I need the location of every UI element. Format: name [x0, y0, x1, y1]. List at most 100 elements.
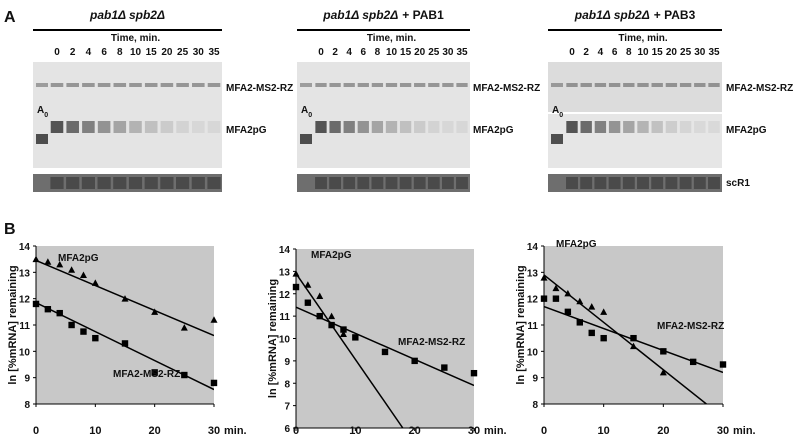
time-point: 4 — [598, 47, 604, 58]
band — [623, 83, 635, 87]
band — [176, 177, 190, 189]
x-tick-label: 20 — [149, 425, 161, 437]
band — [594, 83, 607, 87]
time-point: 10 — [386, 47, 398, 58]
point — [80, 328, 87, 335]
y-tick-label: 9 — [284, 357, 290, 368]
strain: pab1Δ spb2Δ — [574, 8, 650, 22]
point — [68, 266, 76, 273]
point — [316, 312, 323, 320]
plot-area — [544, 246, 723, 404]
band — [441, 177, 454, 189]
y-tick-label: 12 — [279, 290, 291, 301]
x-tick-label: 20 — [657, 425, 669, 437]
band — [192, 83, 205, 87]
y-axis-label: ln [%mRNA] remaining — [515, 265, 527, 384]
point — [470, 369, 478, 377]
point — [56, 260, 64, 268]
point — [92, 334, 99, 342]
point — [339, 330, 347, 338]
x-tick-label: 10 — [598, 425, 610, 437]
plot-area — [296, 249, 474, 428]
band — [665, 121, 678, 133]
x-axis-label: min. — [733, 425, 756, 437]
point — [552, 284, 560, 292]
band — [113, 177, 127, 189]
band — [651, 121, 663, 133]
point — [180, 324, 188, 331]
band — [315, 177, 327, 189]
y-tick-label: 13 — [19, 268, 31, 279]
band — [50, 121, 64, 133]
time-point: 35 — [708, 47, 720, 58]
y-tick-label: 10 — [19, 347, 31, 358]
strain: pab1Δ spb2Δ — [89, 8, 165, 22]
series-label: MFA2-MS2-RZ — [398, 337, 465, 348]
point — [32, 300, 40, 308]
y-tick-label: 14 — [19, 242, 31, 253]
point — [79, 271, 87, 278]
band — [665, 177, 678, 189]
trend-line — [296, 273, 404, 428]
time-point: 2 — [70, 47, 76, 58]
point — [121, 295, 129, 302]
band — [113, 83, 127, 87]
point — [381, 348, 389, 356]
band — [385, 121, 398, 133]
point — [588, 329, 595, 337]
band — [414, 83, 426, 87]
band-label: scR1 — [726, 178, 750, 189]
band — [315, 121, 327, 133]
y-tick-label: 8 — [284, 379, 290, 390]
x-tick-label: 0 — [293, 425, 299, 437]
point — [411, 357, 418, 365]
band — [371, 83, 384, 87]
x-tick-label: 10 — [349, 425, 361, 437]
band — [357, 177, 370, 189]
band — [428, 83, 440, 87]
time-point: 30 — [193, 47, 205, 58]
band — [608, 83, 621, 87]
series-label: MFA2-MS2-RZ — [657, 321, 724, 332]
band — [399, 177, 412, 189]
point — [576, 319, 583, 326]
band — [160, 121, 174, 133]
time-point: 6 — [101, 47, 107, 58]
band — [50, 177, 64, 189]
y-tick-label: 13 — [279, 267, 291, 278]
point — [304, 281, 312, 288]
x-tick-label: 30 — [208, 425, 220, 437]
y-tick-label: 11 — [279, 312, 290, 323]
strain: pab1Δ spb2Δ — [322, 8, 398, 22]
band — [551, 83, 563, 87]
band — [413, 177, 426, 189]
time-point: 35 — [208, 47, 220, 58]
time-point: 25 — [428, 47, 440, 58]
x-tick-label: 0 — [33, 425, 39, 437]
band — [414, 121, 426, 133]
time-point: 8 — [375, 47, 381, 58]
y-tick-label: 7 — [284, 402, 290, 413]
y-tick-label: 12 — [527, 295, 539, 306]
band — [679, 121, 692, 133]
band — [665, 83, 678, 87]
band — [144, 83, 158, 87]
time-point: 15 — [146, 47, 158, 58]
y-tick-label: 9 — [24, 374, 30, 385]
point — [659, 368, 667, 376]
y-tick-label: 8 — [24, 400, 30, 411]
band — [679, 83, 692, 87]
band-label: MFA2-MS2-RZ — [226, 83, 293, 94]
trend-line — [296, 306, 474, 387]
time-point: 2 — [332, 47, 338, 58]
point — [564, 289, 572, 297]
point — [210, 379, 218, 387]
point — [304, 299, 312, 306]
strain-header: pab1Δ spb2Δ + PAB1 — [322, 8, 444, 22]
point — [600, 334, 607, 342]
band — [300, 83, 312, 87]
series-label: MFA2-MS2-RZ — [113, 369, 180, 380]
y-tick-label: 6 — [284, 424, 290, 435]
y-tick-label: 14 — [279, 245, 291, 256]
